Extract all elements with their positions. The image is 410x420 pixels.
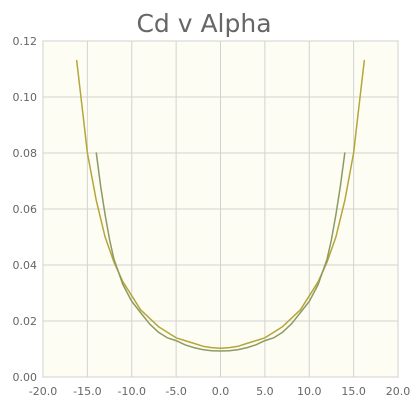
series-line-2 bbox=[95, 152, 346, 352]
y-tick-label: 0.12 bbox=[13, 35, 38, 48]
x-tick-label: -20.0 bbox=[29, 385, 57, 398]
grid bbox=[42, 40, 399, 378]
x-tick-label: 15.0 bbox=[341, 385, 366, 398]
y-tick-label: 0.06 bbox=[13, 203, 38, 216]
y-axis-ticks: 0.00 0.02 0.04 0.06 0.08 0.10 0.12 bbox=[13, 35, 38, 384]
x-tick-label: 0.0 bbox=[212, 385, 230, 398]
x-axis-ticks: -20.0 -15.0 -10.0 -5.0 0.0 5.0 10.0 15.0 20.0 bbox=[29, 385, 410, 398]
chart-title: Cd v Alpha bbox=[136, 9, 271, 38]
x-tick-label: 5.0 bbox=[256, 385, 274, 398]
y-tick-label: 0.02 bbox=[13, 315, 38, 328]
series-layer bbox=[75, 59, 366, 352]
y-tick-label: 0.10 bbox=[13, 91, 38, 104]
x-tick-label: -5.0 bbox=[165, 385, 186, 398]
y-tick-label: 0.04 bbox=[13, 259, 38, 272]
x-tick-label: 10.0 bbox=[297, 385, 322, 398]
x-tick-label: -15.0 bbox=[73, 385, 101, 398]
x-tick-label: -10.0 bbox=[118, 385, 146, 398]
x-tick-label: 20.0 bbox=[386, 385, 410, 398]
y-tick-label: 0.08 bbox=[13, 147, 38, 160]
y-tick-label: 0.00 bbox=[13, 371, 38, 384]
